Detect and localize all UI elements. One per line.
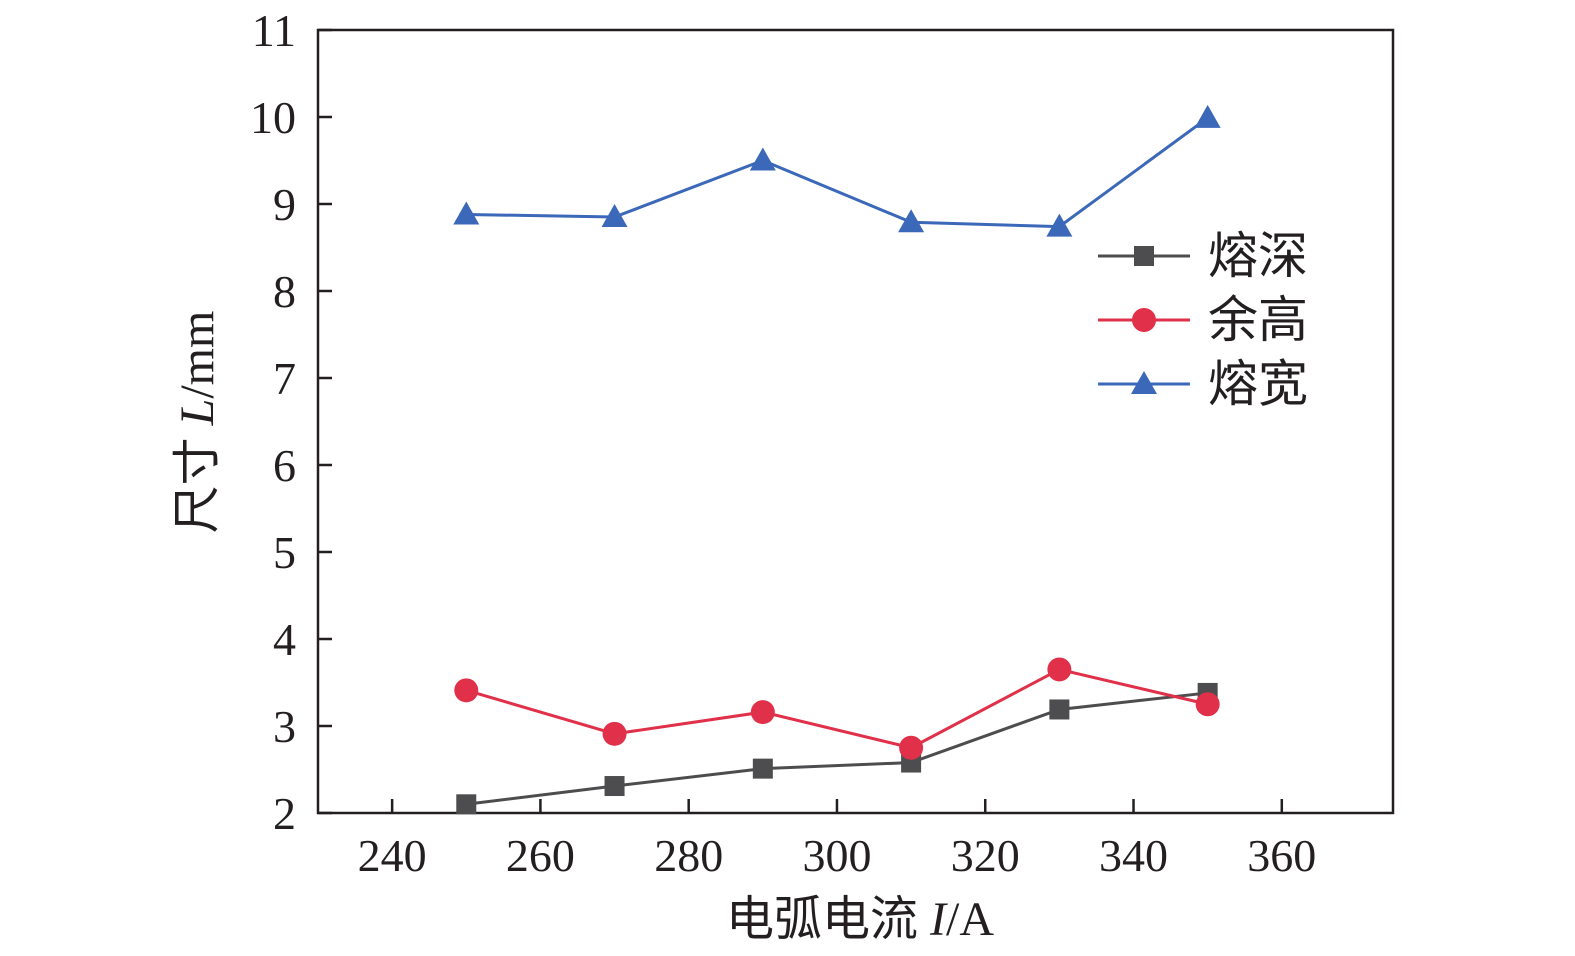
y-tick-label: 10: [250, 92, 296, 143]
series-layer: [453, 104, 1221, 815]
legend-label: 熔宽: [1208, 356, 1308, 412]
y-tick-label: 2: [273, 788, 296, 839]
data-point: [1046, 213, 1073, 237]
x-tick-label: 260: [506, 830, 575, 881]
data-point: [1049, 699, 1070, 720]
series-circle: [454, 657, 1220, 760]
data-point: [750, 700, 775, 725]
y-axis-label: 尺寸 L/mm: [171, 311, 224, 534]
y-tick-label: 7: [273, 353, 296, 404]
legend-label: 熔深: [1208, 228, 1308, 284]
x-tick-label: 340: [1099, 830, 1168, 881]
legend-marker: [1131, 371, 1157, 394]
data-point: [454, 678, 479, 703]
y-axis-label-var: L: [171, 399, 224, 427]
legend-item: 熔深: [1098, 228, 1308, 284]
legend-marker: [1132, 308, 1156, 332]
x-axis-label: 电弧电流 I/A: [726, 893, 994, 946]
y-tick-label: 5: [273, 527, 296, 578]
data-point: [1195, 692, 1220, 717]
x-tick-label: 300: [802, 830, 871, 881]
x-tick-label: 360: [1247, 830, 1316, 881]
series-square: [456, 682, 1218, 815]
x-tick-label: 240: [358, 830, 427, 881]
series-line: [466, 116, 1209, 229]
y-axis-label-prefix: 尺寸: [171, 425, 224, 533]
legend-marker: [1134, 246, 1154, 266]
series-line: [466, 691, 1208, 806]
legend-item: 熔宽: [1098, 356, 1308, 412]
data-point: [1047, 657, 1072, 682]
legend-label: 余高: [1208, 292, 1308, 348]
data-point: [601, 204, 628, 228]
series-line: [465, 667, 1208, 750]
y-tick-label: 9: [273, 179, 296, 230]
legend-item: 余高: [1098, 292, 1308, 348]
x-axis-label-prefix: 电弧电流: [726, 893, 930, 946]
data-point: [604, 776, 625, 797]
y-tick-label: 3: [273, 701, 296, 752]
y-tick-label: 11: [252, 5, 296, 56]
data-point: [453, 201, 480, 225]
axes: 240 260 280 300 320 340 360 2 3 4 5 6 7 8 9 10 11: [250, 5, 1395, 881]
y-tick-label: 6: [273, 440, 296, 491]
data-point: [1194, 104, 1221, 128]
data-point: [898, 209, 925, 233]
plot-frame: [316, 28, 1395, 815]
x-tick-label: 320: [951, 830, 1020, 881]
y-tick-label: 4: [273, 614, 296, 665]
series-triangle: [453, 104, 1221, 237]
x-axis-label-var: I: [929, 893, 948, 946]
x-tick-label: 280: [654, 830, 723, 881]
y-axis-label-unit: /mm: [171, 311, 224, 399]
data-point: [602, 721, 627, 746]
axis-labels: 电弧电流 I/A 尺寸 L/mm: [171, 311, 994, 946]
x-axis-label-unit: /A: [946, 893, 994, 946]
data-point: [749, 147, 776, 171]
data-point: [752, 758, 773, 779]
y-tick-label: 8: [273, 266, 296, 317]
data-point: [899, 735, 924, 760]
data-point: [456, 794, 477, 815]
